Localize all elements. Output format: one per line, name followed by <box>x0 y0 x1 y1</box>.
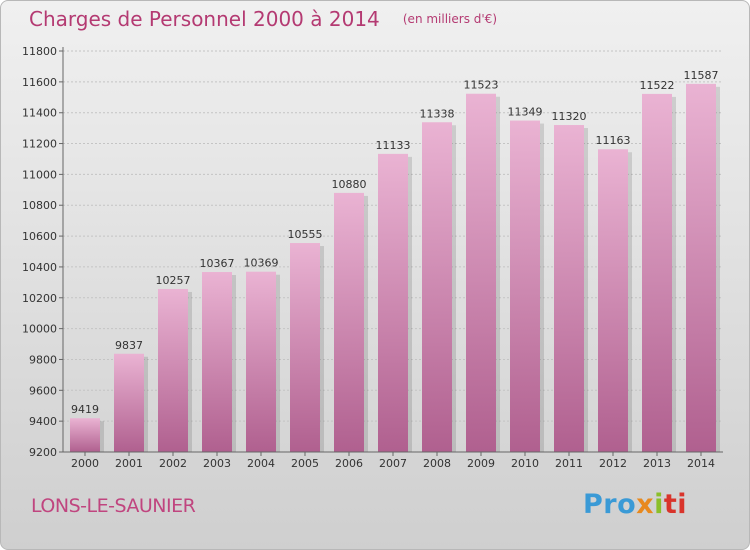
data-label: 11587 <box>684 69 719 82</box>
data-label: 9419 <box>71 403 99 416</box>
y-tick-label: 9600 <box>29 384 57 397</box>
data-label: 11522 <box>640 79 675 92</box>
bar <box>598 149 628 452</box>
x-tick-label: 2014 <box>687 457 715 470</box>
proxiti-logo: Proxiti <box>583 489 687 520</box>
y-tick-label: 9800 <box>29 353 57 366</box>
data-label: 10369 <box>244 257 279 270</box>
x-tick-label: 2006 <box>335 457 363 470</box>
bar <box>422 122 452 453</box>
data-label: 11523 <box>464 79 499 92</box>
data-label: 10880 <box>332 178 367 191</box>
data-label: 11338 <box>420 107 455 120</box>
y-tick-label: 11800 <box>22 45 57 58</box>
bars <box>70 83 716 453</box>
data-label: 11133 <box>376 139 411 152</box>
bar <box>466 93 496 452</box>
bar <box>246 271 276 452</box>
data-labels: 9419 9837 10257 10367 10369 10555 10880 11133 11… <box>71 69 719 416</box>
bar <box>70 418 100 452</box>
x-tick-label: 2012 <box>599 457 627 470</box>
bar <box>554 125 584 453</box>
y-tick-label: 10800 <box>22 199 57 212</box>
y-tick-label: 9200 <box>29 446 57 459</box>
logo-part-2: x <box>636 489 655 520</box>
bar <box>510 120 540 452</box>
x-tick-label: 2001 <box>115 457 143 470</box>
y-tick-label: 11000 <box>22 168 57 181</box>
y-tick-label: 9400 <box>29 415 57 428</box>
y-tick-label: 11400 <box>22 107 57 120</box>
y-tick-label: 10200 <box>22 292 57 305</box>
data-label: 10367 <box>200 257 235 270</box>
x-tick-label: 2007 <box>379 457 407 470</box>
logo-part-1: Pro <box>583 489 637 520</box>
axes: 9200 9400 9600 9800 10000 10200 10400 10600 1080… <box>22 45 723 470</box>
bar <box>202 272 232 452</box>
bar <box>114 353 144 452</box>
x-tick-label: 2010 <box>511 457 539 470</box>
data-label: 10257 <box>156 274 191 287</box>
y-tick-label: 11200 <box>22 138 57 151</box>
city-name: LONS-LE-SAUNIER <box>31 495 196 517</box>
title-row: Charges de Personnel 2000 à 2014 (en mil… <box>29 7 497 31</box>
x-tick-label: 2002 <box>159 457 187 470</box>
y-tick-label: 11600 <box>22 76 57 89</box>
x-tick-label: 2003 <box>203 457 231 470</box>
x-tick-label: 2000 <box>71 457 99 470</box>
x-tick-label: 2013 <box>643 457 671 470</box>
data-label: 11163 <box>596 134 631 147</box>
bar <box>334 192 364 452</box>
y-tick-label: 10400 <box>22 261 57 274</box>
bar <box>290 243 320 452</box>
data-label: 10555 <box>288 228 323 241</box>
x-tick-label: 2011 <box>555 457 583 470</box>
data-label: 11349 <box>508 106 543 119</box>
bar <box>378 153 408 452</box>
x-tick-label: 2008 <box>423 457 451 470</box>
logo-part-4: ti <box>663 489 688 520</box>
x-tick-label: 2009 <box>467 457 495 470</box>
bar <box>686 83 716 453</box>
data-label: 11320 <box>552 110 587 123</box>
x-tick-label: 2004 <box>247 457 275 470</box>
y-tick-label: 10600 <box>22 230 57 243</box>
y-tick-label: 10000 <box>22 323 57 336</box>
bar <box>642 93 672 452</box>
chart-unit-note: (en milliers d'€) <box>402 12 497 26</box>
chart-title: Charges de Personnel 2000 à 2014 <box>29 7 380 31</box>
logo-part-3: i <box>654 489 664 520</box>
bar <box>158 288 188 452</box>
x-tick-label: 2005 <box>291 457 319 470</box>
data-label: 9837 <box>115 339 143 352</box>
